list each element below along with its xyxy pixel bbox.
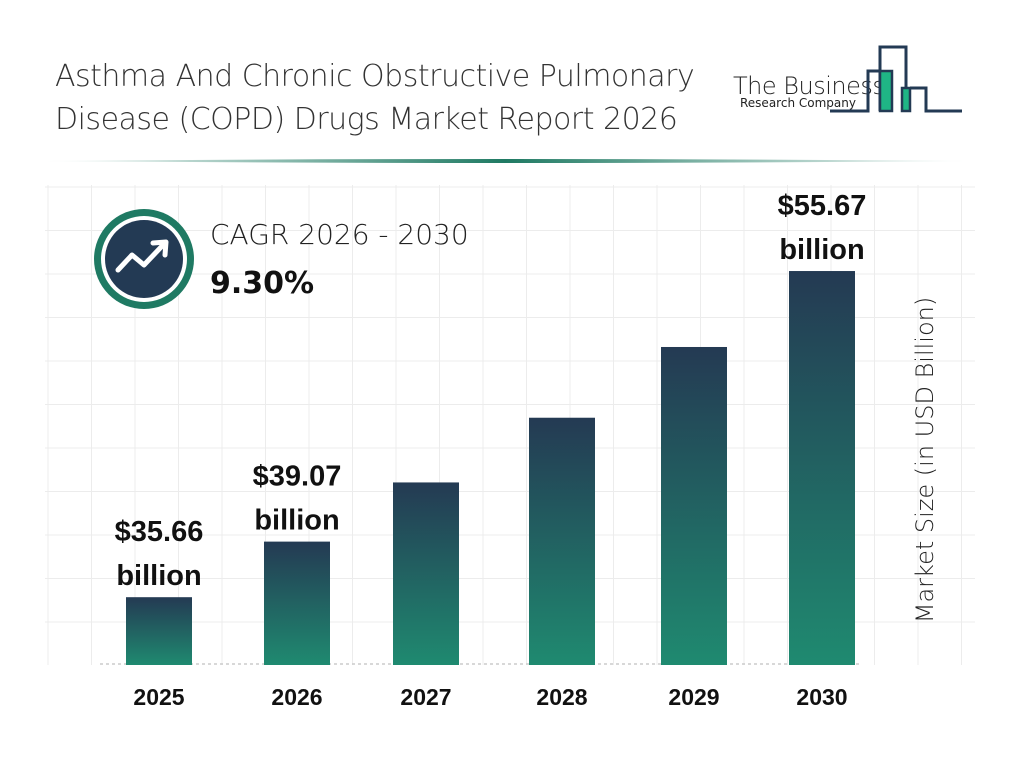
bar-2027 bbox=[393, 482, 459, 665]
x-tick-label: 2026 bbox=[271, 684, 322, 710]
bar-2028 bbox=[529, 417, 595, 665]
x-tick-label: 2027 bbox=[400, 684, 451, 710]
data-label: $35.66 bbox=[115, 516, 204, 548]
data-label: billion bbox=[254, 505, 339, 537]
data-label: billion bbox=[116, 560, 201, 592]
x-tick-label: 2030 bbox=[796, 684, 847, 710]
trending-up-icon bbox=[94, 209, 194, 309]
data-label: $39.07 bbox=[253, 461, 342, 493]
cagr-value: 9.30% bbox=[210, 266, 315, 301]
bar-2029 bbox=[661, 346, 727, 665]
y-axis-label: Market Size (in USD Billion) bbox=[911, 296, 939, 624]
title-line-1: Asthma And Chronic Obstructive Pulmonary bbox=[55, 59, 695, 94]
bar-2030 bbox=[789, 271, 855, 665]
logo-buildings-icon bbox=[830, 45, 962, 113]
data-label: billion bbox=[779, 234, 864, 266]
logo-line-1: The Business bbox=[733, 72, 885, 100]
x-tick-label: 2025 bbox=[133, 684, 184, 710]
x-tick-label: 2029 bbox=[668, 684, 719, 710]
bar-2026 bbox=[264, 541, 330, 665]
header-divider bbox=[40, 159, 970, 163]
logo-line-2: Research Company bbox=[740, 96, 856, 110]
page-title: Asthma And Chronic Obstructive Pulmonary… bbox=[55, 55, 695, 141]
bar-2025 bbox=[126, 597, 192, 665]
title-line-2: Disease (COPD) Drugs Market Report 2026 bbox=[55, 102, 678, 137]
cagr-label: CAGR 2026 - 2030 bbox=[210, 218, 469, 251]
data-label: $55.67 bbox=[778, 190, 867, 222]
x-tick-label: 2028 bbox=[536, 684, 587, 710]
